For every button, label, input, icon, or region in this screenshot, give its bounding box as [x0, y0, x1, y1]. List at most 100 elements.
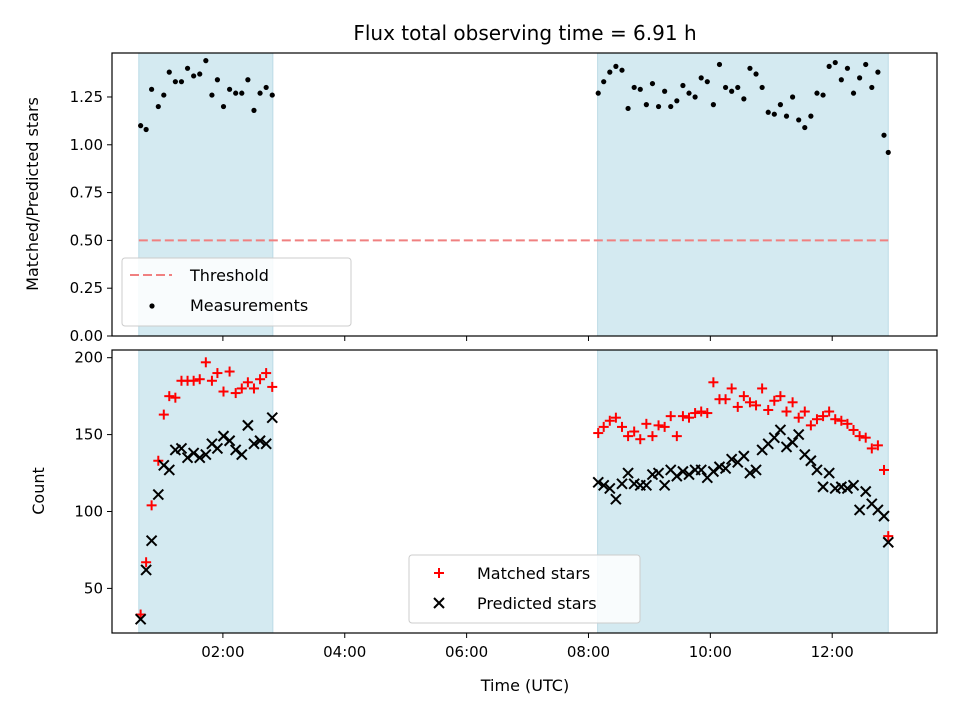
count-panel: 02:00 04:00 06:00 08:00 10:00 12:00 50 100 150 20…	[74, 349, 938, 661]
matched-star-point	[830, 414, 841, 425]
measurement-point	[166, 69, 172, 75]
measurement-point	[844, 65, 851, 71]
measurement-point	[203, 58, 209, 64]
measurement-point	[607, 69, 613, 75]
measurement-point	[881, 132, 887, 138]
legend-measurements-label: Measurements	[190, 296, 308, 315]
measurement-point	[631, 84, 637, 91]
measurement-point	[601, 79, 607, 85]
y-tick-label: 1.25	[70, 88, 103, 106]
y-tick-label: 50	[84, 579, 103, 597]
y-tick-label: 100	[74, 502, 103, 520]
measurement-point	[149, 86, 155, 92]
y-tick-label: 200	[74, 349, 103, 367]
measurement-point	[710, 102, 716, 108]
matched-star-point	[824, 406, 835, 417]
predicted-star-point	[616, 478, 628, 490]
measurement-point	[257, 90, 263, 96]
y-tick-label: 0.50	[70, 231, 103, 249]
matched-star-point	[200, 357, 211, 368]
matched-star-point	[218, 386, 229, 397]
predicted-star-point	[134, 613, 147, 625]
matched-star-point	[738, 391, 749, 402]
measurement-point	[735, 84, 741, 91]
predicted-star-point	[774, 424, 787, 436]
matched-star-point	[261, 368, 272, 379]
predicted-star-point	[658, 479, 671, 492]
matched-star-point	[659, 421, 670, 432]
predicted-star-point	[860, 485, 872, 498]
y-tick-label: 150	[74, 426, 103, 444]
matched-star-point	[860, 432, 871, 443]
matched-star-point	[164, 391, 175, 402]
predicted-star-point	[882, 536, 894, 548]
predicted-star-point	[266, 411, 278, 424]
matched-star-point	[842, 418, 853, 429]
matched-star-point	[267, 381, 278, 392]
measurement-point	[753, 71, 759, 77]
measurement-point	[625, 105, 631, 112]
predicted-star-point	[695, 464, 707, 476]
measurement-point	[698, 75, 704, 81]
predicted-star-point	[811, 464, 823, 476]
axes-frame	[111, 349, 938, 634]
matched-star-point	[188, 375, 199, 386]
ratio-panel: 0.00 0.25 0.50 0.75 1.00 1.25 Threshold Measure…	[70, 52, 938, 345]
measurement-point	[722, 84, 729, 91]
matched-star-point	[775, 391, 786, 402]
measurement-point	[850, 90, 857, 96]
matched-star-point	[883, 531, 894, 542]
x-axis-label: Time (UTC)	[480, 676, 569, 695]
measurement-point	[184, 65, 191, 71]
matched-star-point	[720, 394, 731, 405]
measurement-point	[239, 90, 245, 96]
measurement-point	[649, 80, 656, 87]
measurement-point	[191, 73, 197, 79]
predicted-star-point	[260, 438, 272, 450]
predicted-star-point	[145, 535, 158, 547]
matched-star-point	[255, 374, 266, 385]
predicted-star-point	[780, 441, 793, 453]
matched-star-point	[230, 388, 241, 399]
predicted-star-point	[194, 451, 206, 464]
legend-box	[121, 257, 352, 327]
matched-star-point	[726, 383, 737, 394]
measurement-point	[251, 107, 257, 113]
measurement-point	[680, 82, 686, 89]
measurement-point	[269, 92, 275, 98]
predicted-star-point	[725, 453, 738, 465]
matched-star-point	[671, 431, 682, 442]
predicted-star-point	[786, 436, 799, 448]
legend-matched-label: Matched stars	[477, 564, 590, 583]
measurement-point	[765, 109, 771, 115]
legend-matched-swatch	[434, 568, 444, 578]
measurement-point	[233, 90, 239, 96]
predicted-star-point	[242, 419, 254, 432]
predicted-star-point	[719, 462, 732, 475]
predicted-star-point	[847, 479, 860, 492]
matched-star-point	[878, 464, 889, 475]
predicted-star-point	[140, 564, 152, 576]
matched-star-point	[598, 421, 609, 432]
matched-star-point	[793, 412, 804, 423]
measurement-point	[662, 88, 668, 94]
measurement-point	[875, 69, 881, 75]
measurement-point	[214, 77, 221, 83]
matched-star-point	[616, 421, 627, 432]
predicted-star-point	[738, 450, 750, 462]
predicted-star-point	[187, 447, 200, 459]
matched-star-point	[732, 401, 743, 412]
measurement-point	[643, 102, 649, 108]
predicted-star-point	[707, 465, 720, 478]
measurement-point	[668, 103, 674, 110]
measurement-point	[802, 124, 808, 131]
chart-title: Flux total observing time = 6.91 h	[353, 21, 696, 45]
matched-star-point	[702, 408, 713, 419]
matched-star-point	[206, 375, 217, 386]
predicted-star-point	[229, 444, 242, 456]
measurement-point	[619, 67, 625, 73]
measurement-point	[729, 88, 735, 94]
measurement-point	[692, 94, 698, 100]
matched-star-point	[763, 404, 774, 415]
